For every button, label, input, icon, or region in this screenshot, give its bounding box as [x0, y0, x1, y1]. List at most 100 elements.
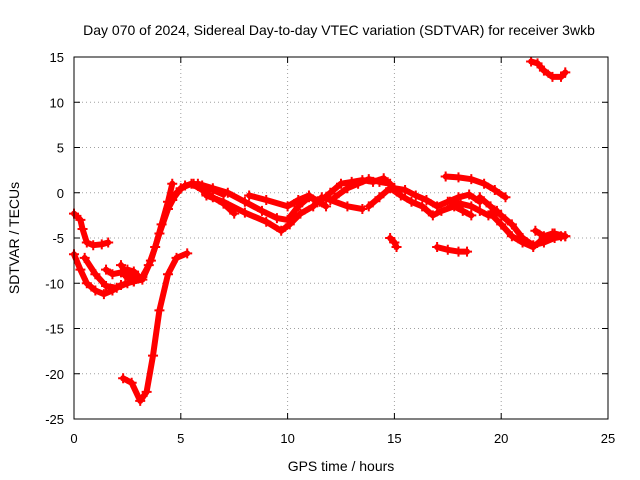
data-point-marker: [532, 58, 543, 69]
y-tick-label: -25: [45, 412, 64, 427]
series-track-21: [526, 56, 571, 82]
data-point-marker: [560, 67, 571, 78]
data-point-marker: [500, 192, 511, 203]
data-point-marker: [374, 192, 385, 203]
y-tick-label: 15: [50, 50, 64, 65]
x-axis-label: GPS time / hours: [288, 458, 395, 474]
data-point-marker: [336, 178, 346, 189]
data-point-marker: [417, 201, 428, 212]
data-point-marker: [485, 208, 496, 219]
data-point-marker: [271, 213, 282, 224]
y-tick-label: -15: [45, 322, 64, 337]
data-point-marker: [79, 252, 90, 263]
data-point-marker: [556, 231, 567, 242]
x-tick-label: 25: [601, 431, 615, 446]
series-track-15: [440, 171, 511, 203]
data-point-marker: [440, 171, 451, 182]
data-point-marker: [154, 228, 165, 239]
data-point-marker: [81, 237, 92, 248]
data-point-marker: [154, 305, 165, 316]
data-point-marker: [148, 350, 159, 361]
data-point-marker: [282, 201, 293, 212]
data-point-marker: [385, 183, 396, 194]
data-point-marker: [75, 264, 86, 275]
data-point-marker: [391, 242, 402, 253]
data-point-marker: [353, 178, 364, 189]
data-point-marker: [474, 205, 485, 216]
data-point-marker: [90, 285, 101, 296]
data-point-marker: [474, 192, 485, 203]
data-point-marker: [218, 196, 229, 207]
data-point-marker: [432, 242, 443, 253]
data-point-marker: [363, 174, 374, 185]
series-track-19: [530, 225, 567, 242]
data-point-marker: [547, 71, 558, 82]
data-point-marker: [261, 194, 272, 205]
data-point-marker: [222, 187, 233, 198]
y-tick-label: 10: [50, 95, 64, 110]
data-point-marker: [538, 231, 549, 242]
data-point-marker: [466, 210, 477, 221]
data-point-marker: [75, 214, 86, 225]
data-point-marker: [321, 201, 332, 212]
data-point-marker: [496, 210, 507, 221]
data-point-marker: [207, 183, 218, 194]
chart-title: Day 070 of 2024, Sidereal Day-to-day VTE…: [83, 22, 595, 38]
data-point-marker: [395, 190, 406, 201]
data-point-marker: [374, 176, 385, 187]
data-point-marker: [261, 216, 272, 227]
data-point-marker: [455, 198, 466, 209]
data-point-marker: [81, 278, 92, 289]
data-point-marker: [126, 377, 137, 388]
data-point-marker: [101, 264, 112, 275]
series-track-9: [192, 173, 485, 225]
y-tick-label: -20: [45, 367, 64, 382]
data-point-marker: [357, 204, 368, 215]
data-point-marker: [167, 194, 178, 205]
series-track-12: [329, 174, 396, 203]
series-track-20: [432, 242, 473, 257]
data-point-marker: [506, 219, 517, 230]
data-point-marker: [135, 395, 146, 406]
y-tick-label: 0: [57, 186, 64, 201]
data-point-marker: [137, 274, 148, 285]
data-point-marker: [453, 246, 464, 257]
data-point-marker: [329, 192, 340, 203]
data-point-marker: [526, 56, 537, 67]
data-point-marker: [462, 246, 473, 257]
data-point-marker: [120, 271, 131, 282]
data-point-marker: [363, 201, 374, 212]
data-point-marker: [293, 194, 304, 205]
data-point-marker: [182, 248, 193, 259]
x-tick-label: 10: [280, 431, 294, 446]
series-track-13: [363, 183, 477, 221]
data-point-marker: [201, 190, 212, 201]
y-tick-label: -5: [52, 231, 64, 246]
data-point-marker: [303, 190, 314, 201]
data-point-marker: [453, 172, 464, 183]
axis-ticks: 0 5 10 15 20 25 -25 -20 -15 -10 -5 0 5 10 15: [45, 50, 615, 446]
data-point-marker: [457, 205, 468, 216]
series-line: [203, 192, 366, 234]
data-point-marker: [427, 210, 438, 221]
data-point-marker: [406, 196, 417, 207]
x-tick-label: 15: [387, 431, 401, 446]
data-point-marker: [192, 178, 203, 189]
data-point-marker: [547, 228, 558, 239]
data-point-marker: [496, 219, 507, 230]
data-point-marker: [284, 219, 295, 230]
data-point-marker: [466, 201, 477, 212]
data-point-marker: [77, 223, 88, 234]
x-tick-label: 20: [494, 431, 508, 446]
series-track-11: [244, 190, 332, 212]
data-point-marker: [444, 196, 455, 207]
data-point-marker: [171, 252, 182, 263]
data-point-marker: [103, 237, 114, 248]
series-track-14: [385, 233, 402, 253]
series-line: [532, 227, 564, 240]
data-point-marker: [342, 183, 353, 194]
data-point-marker: [115, 260, 126, 271]
data-point-marker: [528, 242, 539, 253]
data-point-marker: [421, 194, 432, 205]
